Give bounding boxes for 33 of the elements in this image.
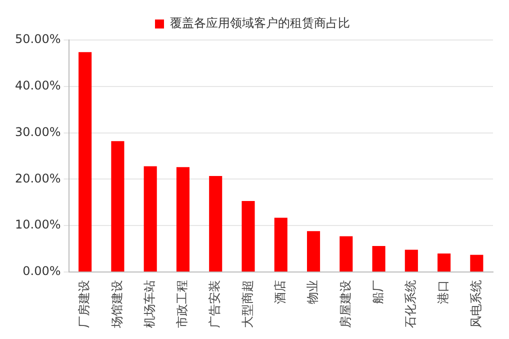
bar [274,218,288,272]
y-tick-label: 10.00% [14,218,61,232]
x-tick-label: 机场车站 [142,280,156,328]
x-tick-label: 港口 [436,280,450,304]
bar [404,250,418,272]
x-tick-label: 市政工程 [175,280,190,328]
x-tick-label: 广告安装 [208,280,222,328]
x-tick-label: 大型商超 [240,280,254,328]
x-tick-label: 酒店 [273,280,288,304]
bar [340,236,353,272]
legend-label: 覆盖各应用领域客户的租赁商占比 [170,16,350,30]
bar [144,166,157,272]
y-tick-label: 50.00% [14,32,61,46]
bar [176,167,190,272]
bar [470,254,484,272]
y-tick-label: 40.00% [14,78,61,93]
y-tick-label: 30.00% [14,124,61,139]
x-tick-label: 场馆建设 [110,280,124,329]
x-tick-label: 船厂 [370,280,385,304]
bar [306,231,320,272]
bar [438,253,451,272]
bar [209,176,222,272]
y-tick-label: 20.00% [14,171,61,186]
x-tick-label: 厂房建设 [77,280,92,328]
bar [372,246,386,272]
bar [111,141,124,272]
y-tick-label: 0.00% [22,264,61,278]
x-tick-label: 物业 [306,280,320,304]
x-tick-label: 石化系统 [404,280,418,328]
bar [78,52,92,272]
x-tick-label: 风电系统 [468,280,483,328]
bar [242,201,255,272]
x-tick-label: 房屋建设 [338,280,352,328]
